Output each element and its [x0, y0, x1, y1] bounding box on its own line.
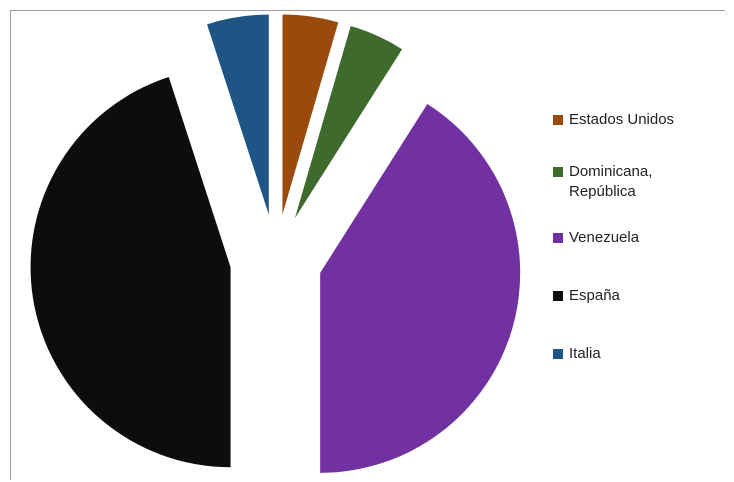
- legend-label: Dominicana, República: [569, 163, 653, 200]
- pie-slice-4: [30, 76, 231, 468]
- pie-slice-3: [320, 103, 521, 473]
- legend-label: Estados Unidos: [569, 111, 675, 128]
- legend-label: Italia: [569, 345, 601, 362]
- legend-label: España: [569, 287, 620, 304]
- legend-item: Dominicana, República: [553, 162, 652, 202]
- pie-slice-2: [294, 26, 403, 219]
- legend-swatch: [553, 115, 563, 125]
- legend-swatch: [553, 291, 563, 301]
- legend-label: Venezuela: [569, 229, 640, 246]
- legend-item: Venezuela: [553, 228, 639, 248]
- legend-swatch: [553, 349, 563, 359]
- legend-item: Italia: [553, 344, 601, 364]
- pie-slice-1: [282, 14, 339, 215]
- legend-swatch: [553, 233, 563, 243]
- pie-slice-5: [207, 14, 269, 215]
- legend-item: España: [553, 286, 620, 306]
- legend-item: Estados Unidos: [553, 110, 674, 130]
- legend-swatch: [553, 167, 563, 177]
